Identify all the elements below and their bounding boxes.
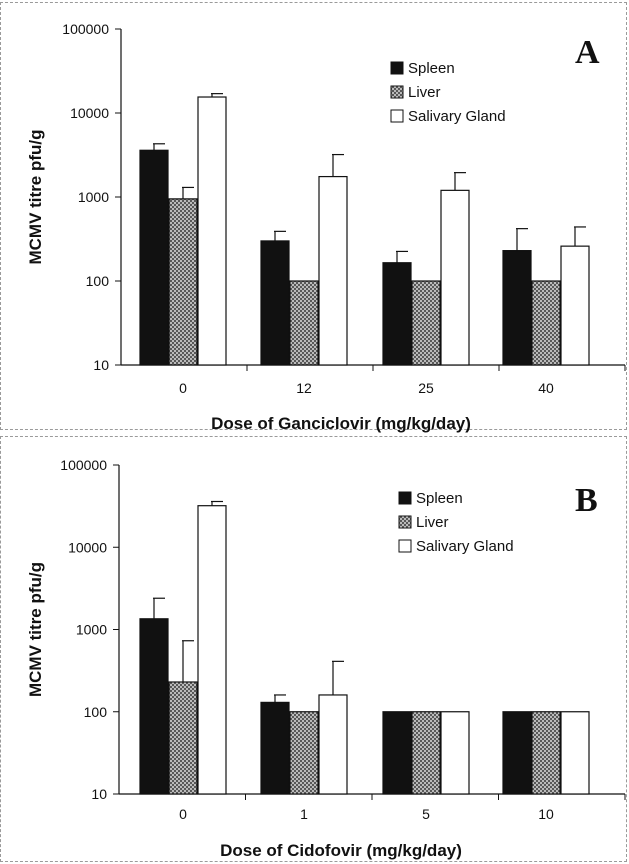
chart-b-y-tick-label: 1000 bbox=[76, 622, 107, 638]
chart-a-legend-swatch bbox=[390, 109, 404, 123]
chart-a-bar-spleen bbox=[382, 262, 412, 366]
chart-b-svg: 10 100 1000 10000 100000 0 1 5 10 MCMV titre pfu/… bbox=[26, 457, 626, 860]
chart-a-x-tick-label: 0 bbox=[179, 380, 187, 396]
chart-a-bar-liver bbox=[531, 280, 561, 366]
chart-b-y-tick-label: 10 bbox=[91, 786, 107, 802]
chart-b-legend-swatch bbox=[398, 515, 412, 529]
chart-a-legend-swatch bbox=[390, 61, 404, 75]
chart-a-bar-salivary-gland bbox=[197, 96, 227, 366]
chart-a-bar-liver bbox=[411, 280, 441, 366]
chart-b-bar-salivary-gland bbox=[318, 694, 348, 795]
chart-a-x-axis-title: Dose of Ganciclovir (mg/kg/day) bbox=[211, 414, 471, 433]
chart-a-x-tick-label: 40 bbox=[538, 380, 554, 396]
chart-a-bar-salivary-gland bbox=[440, 189, 470, 366]
chart-b-bar-spleen bbox=[502, 711, 532, 795]
chart-b-legend-swatch bbox=[398, 539, 412, 553]
chart-a-y-tick-label: 1000 bbox=[78, 189, 109, 205]
chart-b-bar-salivary-gland bbox=[440, 711, 470, 795]
chart-a-legend-swatch bbox=[390, 85, 404, 99]
chart-b-legend-label: Spleen bbox=[416, 490, 463, 507]
chart-a-panel-label: A bbox=[575, 34, 600, 71]
chart-b-y-tick-label: 100000 bbox=[60, 457, 107, 473]
chart-a-bar-liver bbox=[289, 280, 319, 366]
chart-b-bar-spleen bbox=[139, 618, 169, 795]
chart-b-legend-swatch bbox=[398, 491, 412, 505]
chart-a-legend-label: Salivary Gland bbox=[408, 108, 506, 125]
chart-b-bar-spleen bbox=[260, 701, 290, 795]
chart-b-x-tick-label: 1 bbox=[300, 806, 308, 822]
chart-a-svg: 10 100 1000 10000 100000 0 12 25 40 MCMV titre pf… bbox=[26, 21, 626, 433]
chart-a-bar-spleen bbox=[260, 240, 290, 366]
chart-b-x-tick-label: 10 bbox=[538, 806, 554, 822]
chart-b-bar-liver bbox=[289, 711, 319, 795]
chart-a-x-tick-label: 25 bbox=[418, 380, 434, 396]
chart-a-y-tick-label: 10 bbox=[93, 357, 109, 373]
chart-b-bar-liver bbox=[411, 711, 441, 795]
chart-b-y-tick-label: 10000 bbox=[68, 539, 107, 555]
chart-b-y-axis-title: MCMV titre pfu/g bbox=[26, 562, 45, 697]
chart-b-bar-salivary-gland bbox=[197, 505, 227, 795]
chart-panel-a: 10 100 1000 10000 100000 0 12 25 40 MCMV titre pf… bbox=[0, 2, 627, 433]
chart-b-x-tick-label: 0 bbox=[179, 806, 187, 822]
chart-a-legend-label: Spleen bbox=[408, 60, 455, 77]
chart-a-bar-salivary-gland bbox=[560, 245, 590, 366]
chart-b-bar-liver bbox=[531, 711, 561, 795]
chart-a-y-tick-label: 100000 bbox=[62, 21, 109, 37]
chart-b-bar-salivary-gland bbox=[560, 711, 590, 795]
chart-b-legend-label: Salivary Gland bbox=[416, 538, 514, 555]
chart-b-x-axis-title: Dose of Cidofovir (mg/kg/day) bbox=[220, 841, 462, 860]
chart-b-y-tick-label: 100 bbox=[84, 704, 108, 720]
chart-b-x-tick-label: 5 bbox=[422, 806, 430, 822]
chart-b-panel-label: B bbox=[575, 482, 598, 519]
chart-a-x-tick-label: 12 bbox=[296, 380, 312, 396]
chart-a-y-axis-title: MCMV titre pfu/g bbox=[26, 129, 45, 264]
chart-panel-b: 10 100 1000 10000 100000 0 1 5 10 MCMV titre pfu/… bbox=[0, 436, 627, 862]
chart-a-y-tick-label: 100 bbox=[86, 273, 110, 289]
chart-a-bar-liver bbox=[168, 198, 198, 366]
chart-a-bar-spleen bbox=[502, 250, 532, 366]
chart-a-legend-label: Liver bbox=[408, 84, 441, 101]
chart-b-bar-spleen bbox=[382, 711, 412, 795]
chart-a-y-tick-label: 10000 bbox=[70, 105, 109, 121]
chart-a-bar-spleen bbox=[139, 149, 169, 366]
chart-a-bar-salivary-gland bbox=[318, 175, 348, 366]
chart-b-bar-liver bbox=[168, 681, 198, 795]
chart-b-legend-label: Liver bbox=[416, 514, 449, 531]
